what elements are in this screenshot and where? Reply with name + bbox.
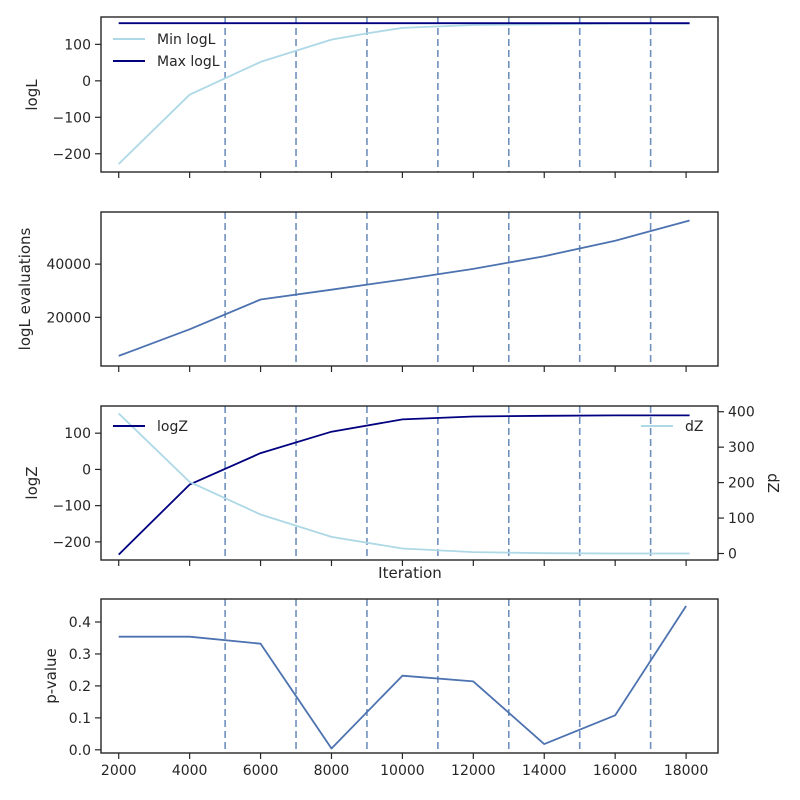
y2-tick-label-4: 400 xyxy=(728,405,755,421)
y2-tick-label-0: 0 xyxy=(728,547,737,563)
logL-axis-label: logL xyxy=(23,79,41,111)
legend-label-logZ: logZ xyxy=(157,419,188,435)
y-tick-label-3: 100 xyxy=(64,37,91,53)
logL-evaluations-axis-label: logL evaluations xyxy=(16,227,34,350)
series-0-line xyxy=(118,605,687,750)
y-tick-label-3: 0.3 xyxy=(69,647,91,663)
y-tick-label-2: 0.2 xyxy=(69,679,91,695)
logz-line xyxy=(118,414,690,556)
min-max-logL-panel: logL −200 −100 0 100 Min logL Max logL xyxy=(23,16,719,178)
x-tick-label-4: 10000 xyxy=(380,763,425,779)
legend-label-1: Max logL xyxy=(157,54,220,70)
axes-frame xyxy=(100,598,719,754)
x-tick-label-1: 4000 xyxy=(172,763,208,779)
p-value-axis-label: p-value xyxy=(42,648,60,704)
dZ-axis-label: dZ xyxy=(764,473,782,493)
logL-evaluations-panel: logL evaluations 20000 40000 xyxy=(16,211,719,372)
x-tick-label-2: 6000 xyxy=(243,763,279,779)
x-tick-label-3: 8000 xyxy=(314,763,350,779)
y-tick-label-4: 0.4 xyxy=(69,615,91,631)
y-tick-label-3: 100 xyxy=(64,426,91,442)
axes-frame xyxy=(100,405,719,561)
x-tick-label-8: 18000 xyxy=(664,763,709,779)
y-tick-label-1: −100 xyxy=(53,110,91,126)
axes-frame xyxy=(100,211,719,367)
axes-frame xyxy=(100,16,719,173)
y-tick-label-1: 40000 xyxy=(46,257,91,273)
series-0-line xyxy=(118,219,690,357)
y-tick-label-2: 0 xyxy=(82,462,91,478)
x-tick-label-5: 12000 xyxy=(451,763,496,779)
y-tick-label-1: −100 xyxy=(53,499,91,515)
legend-label-dZ: dZ xyxy=(685,419,703,435)
y2-tick-label-1: 100 xyxy=(728,511,755,527)
iteration-axis-label: Iteration xyxy=(378,564,442,582)
y-tick-label-0: −200 xyxy=(53,535,91,551)
y-tick-label-0: −200 xyxy=(53,147,91,163)
dz-line xyxy=(118,412,690,555)
p-value-panel: p-value 0.0 0.1 0.2 0.3 0.4 2000 4000 6000 8000 1… xyxy=(42,598,719,779)
x-tick-label-0: 2000 xyxy=(101,763,137,779)
y-tick-label-2: 0 xyxy=(82,74,91,90)
logZ-dZ-panel: logZ dZ Iteration −200 −100 0 100 0 100 200 300… xyxy=(23,405,782,582)
logZ-axis-label: logZ xyxy=(23,466,41,499)
x-tick-label-7: 16000 xyxy=(593,763,638,779)
y-tick-label-1: 0.1 xyxy=(69,711,91,727)
legend-label-0: Min logL xyxy=(157,32,216,48)
x-tick-label-6: 14000 xyxy=(522,763,567,779)
y-tick-label-0: 0.0 xyxy=(69,743,91,759)
y2-tick-label-2: 200 xyxy=(728,476,755,492)
y-tick-label-0: 20000 xyxy=(46,310,91,326)
y2-tick-label-3: 300 xyxy=(728,440,755,456)
